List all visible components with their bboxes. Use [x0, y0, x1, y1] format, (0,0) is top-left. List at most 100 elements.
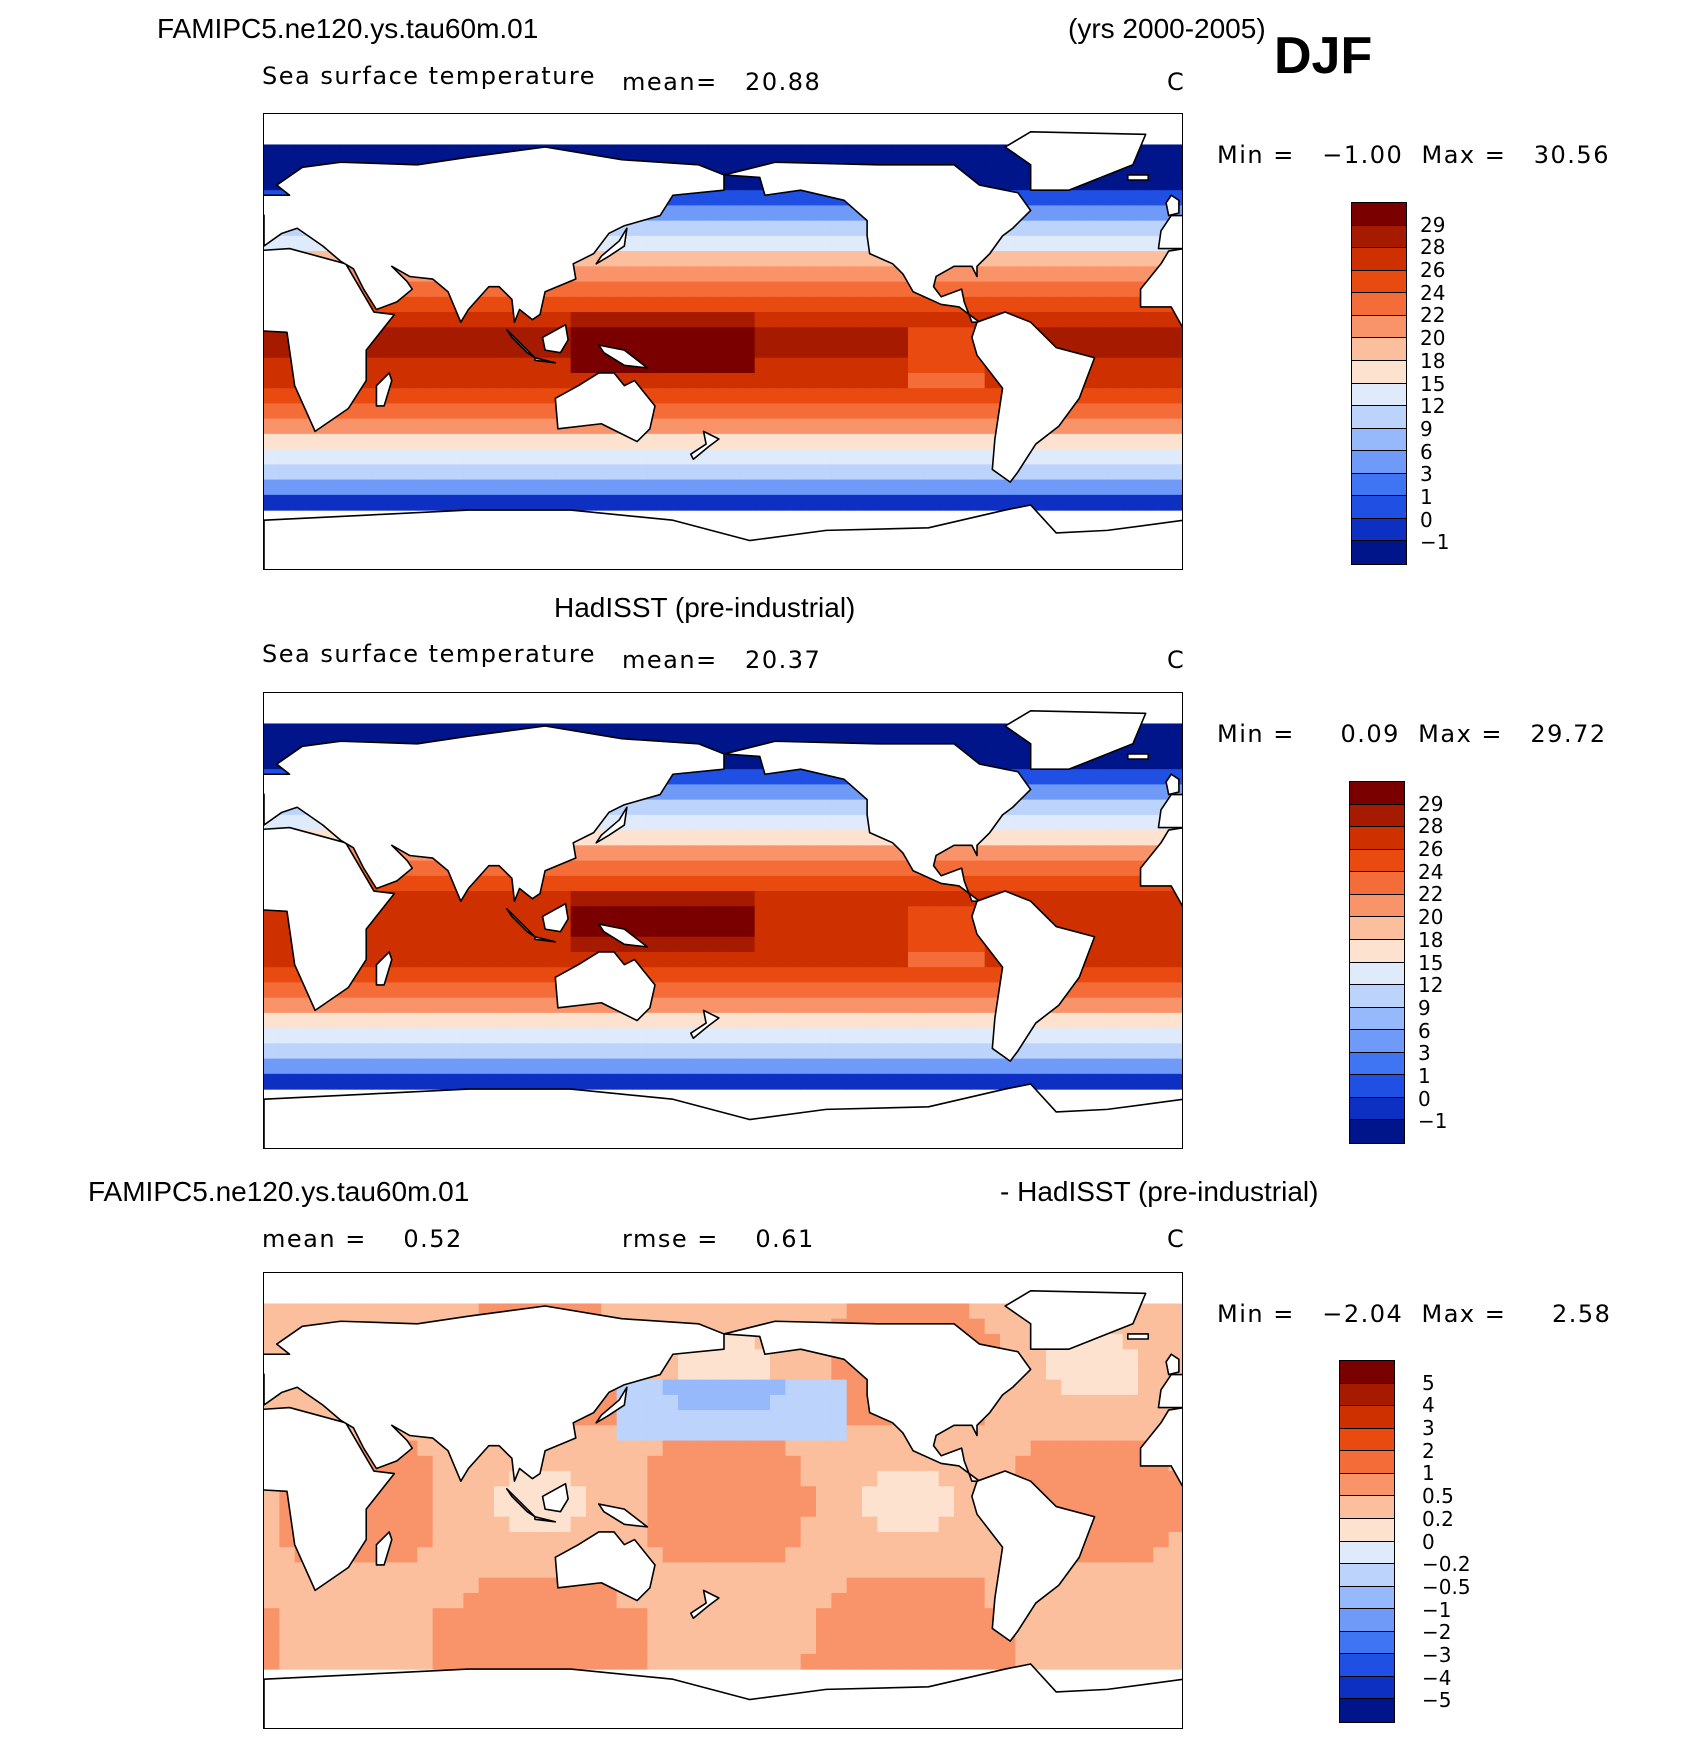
coastline	[689, 1009, 720, 1040]
field-cell	[1107, 1058, 1124, 1075]
field-cell	[862, 464, 878, 481]
field-cell	[1107, 251, 1124, 267]
field-cell	[417, 1531, 434, 1548]
field-cell	[770, 235, 786, 252]
field-cell	[1122, 220, 1139, 237]
field-cell	[754, 1440, 771, 1457]
field-cell	[708, 967, 725, 984]
field-cell	[570, 1653, 587, 1670]
field-cell	[724, 875, 740, 892]
field-cell	[785, 814, 802, 831]
field-cell	[754, 327, 771, 344]
field-cell	[1138, 1043, 1154, 1060]
field-cell	[708, 921, 725, 938]
field-cell	[1107, 312, 1124, 328]
colorbar-swatch	[1350, 917, 1404, 940]
field-cell	[1168, 982, 1182, 999]
field-cell	[938, 951, 955, 968]
field-cell	[279, 1318, 296, 1335]
field-cell	[770, 860, 786, 877]
field-cell	[463, 1486, 480, 1503]
field-cell	[892, 1440, 909, 1457]
field-cell	[800, 1516, 817, 1533]
field-cell	[402, 144, 418, 161]
field-cell	[524, 1486, 541, 1503]
field-cell	[816, 1608, 832, 1624]
field-cell	[754, 1364, 771, 1381]
field-cell	[969, 1531, 986, 1548]
field-cell	[693, 251, 710, 267]
field-cell	[356, 1638, 372, 1655]
field-cell	[984, 1455, 1001, 1472]
coastline	[264, 725, 725, 902]
field-cell	[938, 1058, 955, 1075]
field-cell	[984, 281, 1001, 298]
field-cell	[1092, 1531, 1108, 1548]
field-cell	[478, 1516, 495, 1533]
field-cell	[892, 906, 909, 923]
field-cell	[478, 967, 495, 984]
field-cell	[402, 388, 418, 405]
field-cell	[1168, 1547, 1182, 1564]
field-cell	[908, 723, 924, 740]
field-cell	[785, 1028, 802, 1044]
field-cell	[846, 1486, 863, 1503]
field-cell	[892, 1303, 909, 1320]
field-cell	[923, 403, 940, 420]
field-cell	[846, 449, 863, 465]
field-cell	[724, 891, 740, 907]
field-cell	[785, 784, 802, 801]
field-cell	[294, 464, 311, 481]
field-cell	[417, 1653, 434, 1670]
field-cell	[708, 296, 725, 313]
field-cell	[831, 449, 848, 465]
field-cell	[586, 296, 602, 313]
colorbar-level-label: 3	[1422, 1416, 1435, 1441]
field-cell	[356, 982, 372, 999]
field-cell	[386, 1608, 403, 1624]
field-cell	[739, 769, 756, 785]
field-cell	[494, 418, 510, 435]
field-cell	[846, 220, 863, 237]
field-cell	[417, 296, 434, 313]
field-cell	[816, 891, 832, 907]
field-cell	[754, 845, 771, 862]
field-cell	[862, 1623, 878, 1640]
field-cell	[1138, 1638, 1154, 1655]
field-cell	[294, 479, 311, 496]
field-cell	[662, 296, 679, 313]
field-cell	[831, 418, 848, 435]
field-cell	[816, 266, 832, 283]
field-cell	[969, 1547, 986, 1564]
field-cell	[1046, 1425, 1062, 1442]
field-cell	[1061, 1577, 1078, 1594]
field-cell	[877, 723, 894, 740]
field-cell	[846, 1592, 863, 1609]
field-cell	[678, 1012, 694, 1029]
field-cell	[647, 1638, 664, 1655]
field-cell	[1092, 906, 1108, 923]
field-cell	[448, 403, 464, 420]
field-cell	[264, 1531, 280, 1548]
field-cell	[816, 1471, 832, 1487]
field-cell	[954, 479, 970, 496]
field-cell	[616, 1440, 633, 1457]
field-cell	[570, 1486, 587, 1503]
field-cell	[340, 1073, 357, 1090]
field-cell	[647, 464, 664, 481]
field-cell	[1046, 1379, 1062, 1396]
field-cell	[1092, 967, 1108, 984]
field-cell	[1153, 753, 1170, 770]
coastline	[723, 1320, 1032, 1482]
field-cell	[264, 1577, 280, 1594]
field-cell	[770, 1058, 786, 1075]
field-cell	[432, 388, 449, 405]
field-cell	[1122, 1531, 1139, 1548]
field-cell	[1107, 814, 1124, 831]
field-cell	[448, 1028, 464, 1044]
field-cell	[816, 1440, 832, 1457]
field-cell	[693, 403, 710, 420]
field-cell	[279, 997, 296, 1014]
field-cell	[678, 449, 694, 465]
field-cell	[892, 875, 909, 892]
